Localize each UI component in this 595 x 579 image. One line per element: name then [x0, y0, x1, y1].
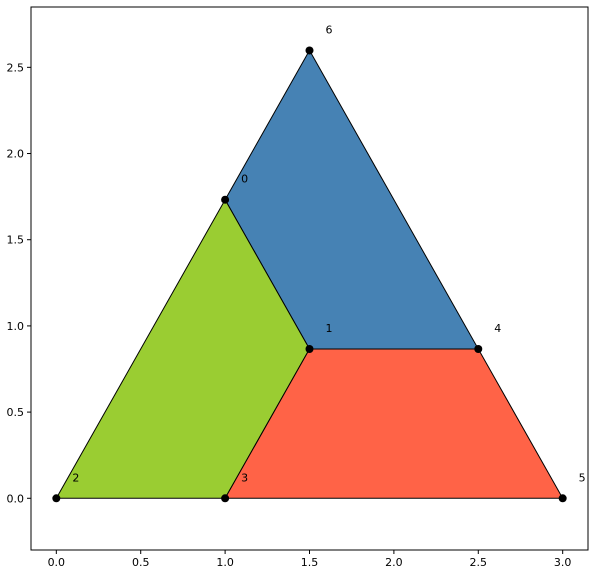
point-3: [221, 494, 230, 503]
y-tick-label-4: 2.0: [7, 148, 25, 161]
x-tick-label-4: 2.0: [385, 556, 403, 569]
point-label-3: 3: [241, 471, 248, 484]
y-tick-label-2: 1.0: [7, 320, 25, 333]
point-4: [474, 345, 483, 354]
point-label-1: 1: [326, 322, 333, 335]
point-label-5: 5: [579, 471, 586, 484]
point-label-6: 6: [326, 23, 333, 36]
y-tick-label-5: 2.5: [7, 61, 25, 74]
point-2: [52, 494, 61, 503]
point-1: [305, 345, 314, 354]
point-5: [558, 494, 567, 503]
point-label-4: 4: [494, 322, 501, 335]
x-tick-label-2: 1.0: [216, 556, 234, 569]
x-tick-label-0: 0.0: [48, 556, 66, 569]
y-tick-label-0: 0.0: [7, 492, 25, 505]
x-tick-label-6: 3.0: [554, 556, 572, 569]
y-tick-label-1: 0.5: [7, 406, 25, 419]
y-axis-ticks: 0.0 0.5 1.0 1.5 2.0 2.5: [7, 61, 31, 505]
point-label-2: 2: [72, 471, 79, 484]
x-tick-label-3: 1.5: [301, 556, 319, 569]
point-label-0: 0: [241, 173, 248, 186]
point-labels-layer: 0 1 2 3 4 5 6: [72, 23, 585, 484]
point-0: [221, 195, 230, 204]
x-tick-label-1: 0.5: [132, 556, 150, 569]
y-tick-label-3: 1.5: [7, 234, 25, 247]
point-6: [305, 46, 314, 55]
polygons-layer: [55, 49, 564, 499]
x-tick-label-5: 2.5: [470, 556, 488, 569]
x-axis-ticks: 0.0 0.5 1.0 1.5 2.0 2.5 3.0: [48, 550, 572, 569]
points-layer: [52, 46, 567, 503]
